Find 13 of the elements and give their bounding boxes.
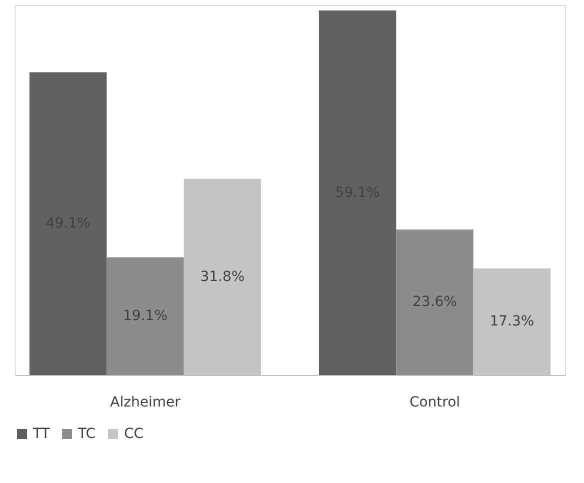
legend-label: TC	[77, 426, 96, 442]
x-tick-label: Alzheimer	[110, 394, 181, 410]
bar	[318, 10, 396, 375]
data-label: 23.6%	[412, 294, 457, 310]
data-label: 17.3%	[490, 314, 534, 330]
bar	[106, 257, 184, 375]
bar	[29, 72, 107, 375]
data-label: 19.1%	[123, 308, 168, 324]
bar	[396, 229, 474, 375]
legend-label: TT	[32, 426, 50, 442]
legend-label: CC	[124, 426, 144, 442]
data-label: 31.8%	[200, 268, 245, 285]
x-tick-label: Control	[409, 394, 460, 410]
